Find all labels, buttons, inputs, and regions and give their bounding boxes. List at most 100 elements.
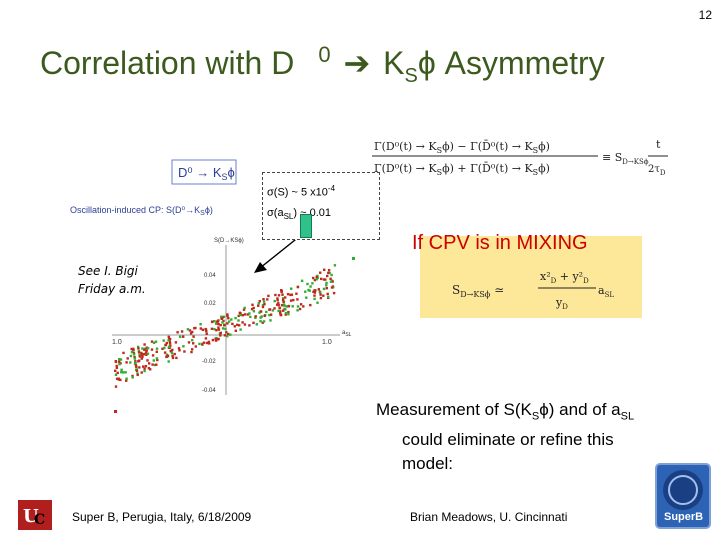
scatter-point (140, 371, 143, 374)
scatter-point (289, 299, 293, 302)
scatter-point (192, 335, 195, 338)
university-logo: U C (18, 500, 52, 530)
scatter-point (134, 364, 138, 367)
svg-text:SuperB: SuperB (664, 511, 703, 523)
scatter-point (263, 303, 266, 306)
scatter-point (167, 338, 170, 342)
outlier-point (114, 410, 117, 413)
scatter-point (210, 327, 214, 330)
scatter-plot: D⁰ → KSϕ Oscillation-induced CP: S(D⁰→KS… (70, 159, 355, 413)
scatter-point (328, 271, 331, 275)
scatter-point (222, 315, 226, 318)
scatter-point (161, 347, 164, 350)
cpv-formula: SD→KSϕ ≃ x²D + y²D yD aSL (452, 270, 614, 311)
scatter-point (296, 305, 300, 308)
scatter-point (164, 343, 167, 347)
scatter-point (140, 351, 143, 355)
scatter-point (217, 323, 220, 326)
y-tick-bottom: -0.04 (202, 388, 216, 394)
scatter-point (114, 360, 118, 364)
scatter-point (165, 355, 168, 359)
svg-text:2τD: 2τD (648, 164, 666, 177)
scatter-point (151, 354, 155, 357)
scatter-point (249, 315, 252, 319)
scatter-point (243, 323, 247, 326)
scatter-point (282, 309, 285, 312)
scatter-point (241, 321, 244, 324)
outlier-point (352, 257, 355, 260)
scatter-point (182, 345, 185, 348)
scatter-point (163, 346, 166, 350)
scatter-point (168, 345, 171, 348)
scatter-point (239, 328, 242, 331)
scatter-point (325, 287, 328, 290)
scatter-point (323, 268, 326, 271)
scatter-point (281, 298, 285, 301)
scatter-point (135, 368, 138, 371)
scatter-point (221, 321, 224, 324)
scatter-point (213, 320, 216, 323)
scatter-point (122, 351, 125, 355)
scatter-point (277, 303, 280, 307)
scatter-point (141, 347, 144, 350)
scatter-point (257, 304, 260, 307)
scatter-points (114, 257, 355, 413)
scatter-point (145, 353, 148, 356)
scatter-point (215, 336, 218, 340)
scatter-point (216, 320, 219, 323)
scatter-point (155, 357, 159, 360)
scatter-point (204, 328, 208, 331)
scatter-point (217, 328, 221, 331)
scatter-point (262, 298, 265, 301)
scatter-point (136, 372, 139, 375)
scatter-point (226, 322, 229, 325)
scatter-point (320, 277, 323, 281)
scatter-point (266, 298, 269, 301)
scatter-point (262, 320, 266, 323)
scatter-point (319, 271, 322, 274)
scatter-point (284, 308, 287, 311)
scatter-point (224, 327, 227, 331)
scatter-point (222, 319, 225, 323)
scatter-point (114, 373, 118, 376)
scatter-point (255, 323, 258, 326)
scatter-point (317, 288, 320, 291)
scatter-point (291, 305, 294, 308)
scatter-point (147, 367, 151, 370)
scatter-point (130, 347, 133, 351)
scatter-point (226, 335, 229, 338)
scatter-point (150, 340, 154, 343)
scatter-point (276, 303, 279, 306)
scatter-point (313, 291, 317, 294)
scatter-point (329, 277, 332, 280)
scatter-point (177, 347, 181, 350)
scatter-point (269, 313, 273, 316)
scatter-point (205, 341, 209, 345)
scatter-point (215, 322, 218, 325)
scatter-point (220, 315, 223, 318)
scatter-point (322, 287, 326, 291)
scatter-point (250, 307, 254, 311)
scatter-point (322, 294, 325, 297)
scatter-point (205, 332, 208, 335)
scatter-point (144, 365, 148, 368)
scatter-point (155, 347, 159, 350)
y-tick-low: -0.02 (202, 359, 216, 365)
svg-text:SD→KSϕ ≃: SD→KSϕ ≃ (452, 283, 504, 299)
scatter-point (190, 350, 193, 354)
title-part2: K (383, 45, 405, 81)
scatter-point (284, 313, 287, 316)
scatter-point (268, 308, 271, 311)
scatter-point (280, 289, 283, 292)
scatter-point (142, 365, 145, 368)
scatter-point (136, 373, 139, 377)
scatter-point (114, 385, 118, 388)
scatter-point (116, 371, 119, 375)
scatter-point (119, 378, 122, 382)
scatter-point (114, 369, 117, 372)
scatter-point (131, 376, 134, 379)
scatter-point (278, 306, 281, 310)
scatter-point (228, 320, 231, 323)
scatter-point (131, 374, 134, 378)
scatter-point (151, 363, 154, 366)
